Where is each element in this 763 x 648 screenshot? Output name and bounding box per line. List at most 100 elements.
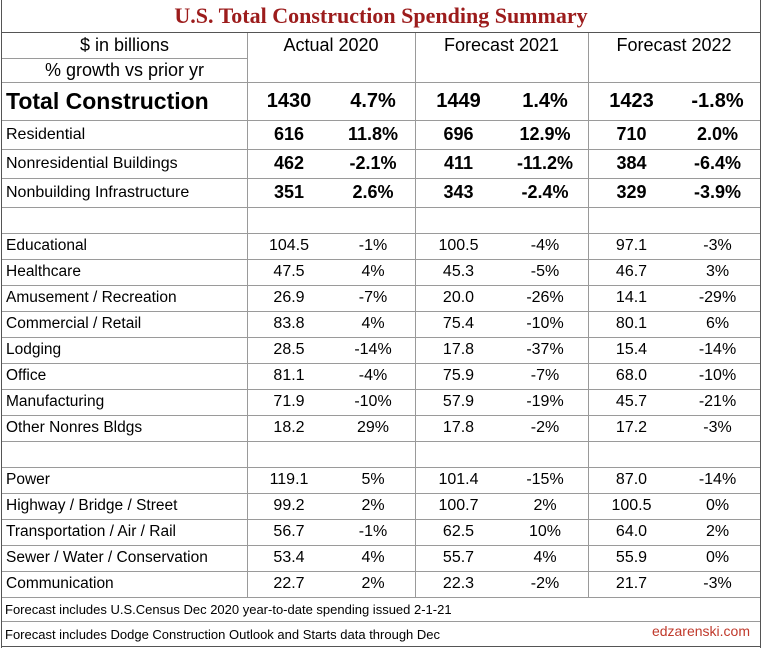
rule [2,597,760,598]
row-value: -19% [526,393,564,410]
row-value: 616 [273,124,305,144]
row-value: 80.1 [615,315,648,332]
row-value: 17.2 [615,419,648,436]
row-label: Office [6,367,47,384]
rule [1,0,2,648]
row-value: 100.5 [438,237,479,254]
row-value: 329 [616,182,647,202]
row-value: -14% [698,471,737,488]
rule [415,32,416,597]
row-value: 462 [273,153,305,173]
row-value: 17.8 [442,419,475,436]
row-value: -37% [526,341,564,358]
rule [2,311,760,312]
row-value: -10% [526,315,564,332]
row-label: Commercial / Retail [6,315,142,332]
row-value: 17.8 [442,341,475,358]
row-value: -6.4% [693,153,742,173]
row-value: 53.4 [273,549,305,566]
row-value: -2.1% [349,153,397,173]
row-value: -7% [530,367,560,384]
row-value: 75.9 [442,367,475,384]
row-value: 12.9% [519,124,571,144]
row-value: 68.0 [615,367,648,384]
row-value: -4% [530,237,560,254]
row-value: 56.7 [273,523,305,540]
row-value: 2.0% [696,124,739,144]
row-label: Other Nonres Bldgs [6,419,143,436]
row-value: 21.7 [615,575,648,592]
row-value: -14% [698,341,737,358]
footer-note: Forecast includes Dodge Construction Out… [5,626,441,642]
row-value: 28.5 [273,341,305,358]
row-label: Highway / Bridge / Street [6,497,178,514]
row-value: -21% [698,393,737,410]
row-value: 11.8% [347,124,399,144]
row-value: 62.5 [442,523,475,540]
row-value: 71.9 [273,393,305,410]
row-label: Total Construction [6,87,209,114]
row-value: -3% [703,575,732,592]
row-value: -14% [354,341,392,358]
row-value: -29% [698,289,737,306]
row-value: 2% [533,497,557,514]
row-value: 4% [361,549,385,566]
rule [2,363,760,364]
row-value: -11.2% [516,153,574,173]
rule [247,32,248,597]
row-label: Power [6,471,50,488]
row-value: 2% [705,523,730,540]
header-label: $ in billions [79,34,170,55]
row-value: 411 [443,153,474,173]
row-value: -2% [530,419,560,436]
row-value: 710 [616,124,647,144]
row-value: -2.4% [521,182,569,202]
row-value: 384 [616,153,647,173]
row-value: 45.7 [615,393,648,410]
row-value: 2.6% [352,182,394,202]
row-value: 1430 [266,89,312,112]
row-value: 4% [361,315,385,332]
row-value: 87.0 [615,471,648,488]
row-value: 83.8 [273,315,305,332]
row-value: 46.7 [615,263,648,280]
row-value: -15% [526,471,564,488]
row-value: -10% [698,367,737,384]
row-value: 101.4 [438,471,479,488]
row-value: 26.9 [273,289,305,306]
row-value: 81.1 [273,367,305,384]
rule [2,519,760,520]
row-value: 119.1 [269,471,309,488]
rule [2,82,760,83]
header-label: % growth vs prior yr [44,59,205,80]
row-label: Nonbuilding Infrastructure [6,183,190,201]
row-value: 2% [361,497,385,514]
row-label: Sewer / Water / Conservation [6,549,208,566]
rule [2,120,760,121]
row-value: -1% [358,523,388,540]
row-value: 10% [528,523,562,540]
row-label: Communication [6,575,114,592]
table-title: U.S. Total Construction Spending Summary [174,3,588,28]
rule [2,337,760,338]
footer-note: Forecast includes U.S.Census Dec 2020 ye… [5,601,452,617]
row-value: 22.3 [442,575,475,592]
row-value: 45.3 [442,263,475,280]
row-value: 6% [705,315,730,332]
row-value: 4% [533,549,557,566]
column-header: Actual 2020 [283,34,379,55]
row-label: Lodging [6,341,62,358]
rule [1,32,761,33]
row-value: 55.7 [442,549,475,566]
row-value: 2% [361,575,385,592]
rule [2,259,760,260]
rule [2,545,760,546]
rule [2,621,760,622]
credit: edzarenski.com [651,623,750,639]
row-value: 343 [443,182,474,202]
rule [2,571,760,572]
row-value: 100.7 [438,497,479,514]
row-value: 1423 [609,89,654,112]
rule [2,493,760,494]
row-value: 47.5 [273,263,305,280]
